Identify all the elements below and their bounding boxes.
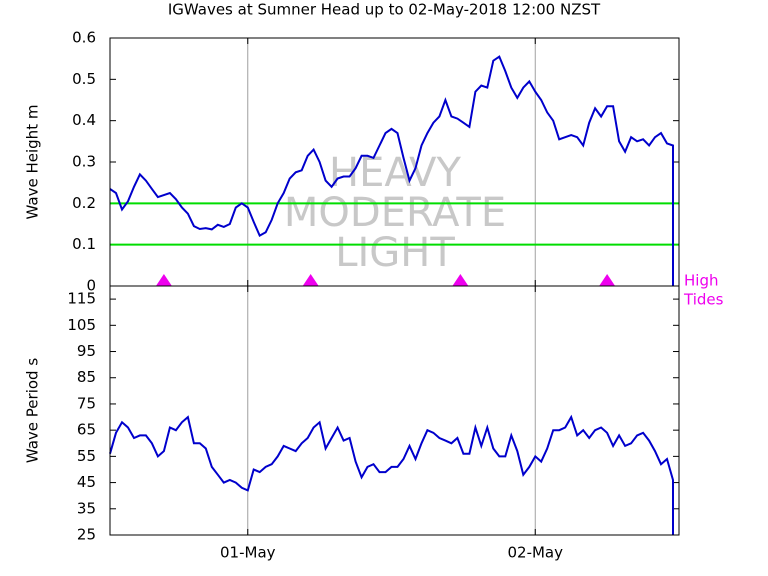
x-tick-label: 01-May [220,544,276,562]
tide-marker [599,274,616,286]
y-tick-label: 45 [77,473,96,491]
y-tick-label: 105 [67,316,96,334]
y-tick-label: 115 [67,290,96,308]
y-tick-label: 25 [77,526,96,544]
y-tick-label: 0.5 [72,70,96,88]
tide-label: High [684,272,718,290]
y-axis-label: Wave Height m [24,105,42,220]
y-tick-label: 65 [77,421,96,439]
tide-marker [302,274,319,286]
tide-marker [452,274,469,286]
y-tick-label: 0.4 [72,111,96,129]
y-tick-label: 55 [77,447,96,465]
watermark: LIGHT [335,230,455,276]
y-tick-label: 0 [86,277,96,295]
y-axis-label: Wave Period s [24,358,42,463]
y-tick-label: 85 [77,368,96,386]
y-tick-label: 35 [77,499,96,517]
y-tick-label: 95 [77,342,96,360]
y-tick-label: 0.2 [72,194,96,212]
y-tick-label: 0.6 [72,29,96,47]
chart-title: IGWaves at Sumner Head up to 02-May-2018… [168,1,601,19]
data-line [109,414,674,535]
x-tick-label: 02-May [507,544,563,562]
plot-border [109,285,680,536]
watermark: MODERATE [284,190,506,236]
data-line [109,55,674,286]
tide-marker [155,274,172,286]
tide-label: Tides [683,291,724,309]
y-tick-label: 0.3 [72,153,96,171]
y-tick-label: 75 [77,394,96,412]
y-tick-label: 0.1 [72,235,96,253]
